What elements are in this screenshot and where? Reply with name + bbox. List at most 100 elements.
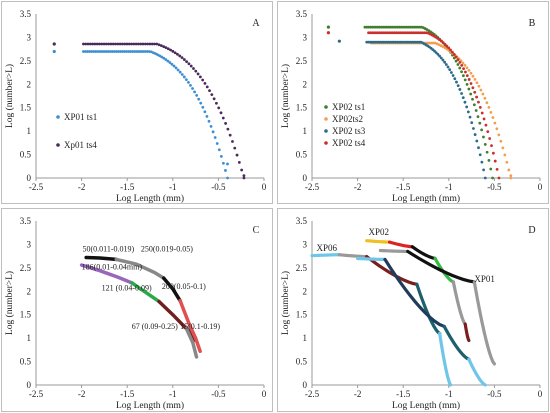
data-point — [94, 50, 98, 53]
data-point — [207, 119, 211, 123]
data-point — [491, 151, 495, 155]
x-tick-label: -0.5 — [487, 182, 502, 192]
data-point — [486, 130, 490, 134]
data-point — [482, 135, 485, 139]
data-point — [475, 95, 479, 99]
chart-b: 0 0.5 1 1.5 2 2.5 3 3.5 -2.5 -2 -1.5 -1 -0.5 0 Log Len… — [280, 9, 543, 203]
x-tick-label: 0 — [262, 182, 267, 192]
x-tick-label: 0 — [538, 182, 543, 192]
data-point — [156, 53, 159, 57]
series-annotation: 67 (0.09-0.25) — [132, 322, 178, 331]
y-tick-label: 3.5 — [20, 9, 32, 19]
data-point — [170, 62, 174, 66]
data-point — [326, 31, 331, 35]
data-point — [110, 50, 114, 53]
data-point — [146, 42, 150, 46]
data-point — [195, 94, 199, 97]
legend-marker — [56, 115, 60, 119]
data-point — [441, 58, 445, 62]
data-point — [187, 62, 191, 66]
data-point — [458, 61, 462, 64]
y-tick-label: 2.5 — [20, 56, 32, 66]
series-line — [84, 255, 119, 262]
data-point — [211, 130, 215, 134]
data-point — [106, 50, 110, 53]
data-point — [228, 133, 232, 137]
data-point — [452, 53, 456, 56]
series-annotation: 250(0.019-0.05) — [141, 244, 193, 253]
series-annotation: 200(0.05-0.1) — [162, 282, 206, 291]
data-point — [233, 146, 237, 150]
data-point — [187, 81, 190, 84]
series-segment — [378, 248, 410, 254]
data-point — [117, 50, 120, 53]
data-point — [480, 128, 484, 132]
data-point — [467, 78, 471, 81]
series-segment — [463, 322, 471, 343]
data-point — [476, 115, 480, 119]
data-point — [157, 43, 161, 47]
data-point — [135, 50, 139, 53]
data-point — [445, 44, 449, 48]
data-point — [215, 142, 219, 145]
data-point — [505, 160, 509, 164]
data-point — [462, 67, 465, 71]
y-axis-label: Log (number>L) — [4, 271, 15, 335]
data-point — [112, 50, 116, 53]
data-point — [497, 133, 501, 137]
x-axis-label: Log Length (mm) — [392, 400, 460, 411]
data-point — [463, 100, 467, 104]
y-tick-label: 1 — [303, 126, 308, 136]
data-point — [461, 61, 465, 65]
data-point — [139, 42, 143, 46]
panel-b: 0 0.5 1 1.5 2 2.5 3 3.5 -2.5 -2 -1.5 -1 -0.5 0 Log Len… — [277, 1, 549, 204]
data-point — [90, 50, 94, 53]
data-point — [224, 169, 227, 172]
data-point — [168, 61, 172, 64]
y-tick-label: 3.5 — [296, 216, 308, 226]
data-point — [473, 77, 477, 81]
data-point — [491, 176, 494, 180]
data-point — [509, 174, 513, 178]
data-point — [130, 42, 133, 46]
data-point — [143, 42, 147, 46]
x-tick-label: -2 — [354, 389, 362, 399]
panel-d: 0 0.5 1 1.5 2 2.5 3 3.5 -2.5 -2 -1.5 -1 -0.5 0 Log Len… — [277, 208, 549, 412]
data-point — [176, 68, 180, 72]
data-point — [443, 42, 447, 46]
legend-marker — [324, 129, 328, 133]
panel-label: C — [253, 225, 260, 236]
chart-a: 0 0.5 1 1.5 2 2.5 3 3.5 -2.5 -2 -1.5 -1 -0.5 0 Log Len… — [4, 9, 267, 203]
data-point — [482, 117, 486, 121]
data-point — [448, 68, 452, 72]
data-point — [162, 45, 166, 48]
data-point — [114, 42, 117, 46]
data-point — [454, 55, 458, 59]
chart-d: 0 0.5 1 1.5 2 2.5 3 3.5 -2.5 -2 -1.5 -1 -0.5 0 Log Len… — [280, 216, 543, 411]
data-point — [125, 42, 129, 46]
data-point — [93, 42, 97, 46]
data-point — [454, 59, 458, 63]
data-point — [133, 50, 137, 53]
data-point — [458, 88, 462, 91]
data-point — [456, 84, 460, 88]
data-point — [121, 42, 124, 46]
x-tick-label: 0 — [538, 389, 543, 399]
data-point — [88, 50, 91, 53]
series-segment — [356, 256, 387, 262]
y-tick-label: 2.5 — [296, 263, 308, 273]
data-point — [491, 116, 495, 119]
data-point — [210, 93, 214, 97]
data-point — [455, 80, 458, 84]
data-point — [471, 97, 474, 101]
x-tick-label: -2 — [78, 389, 86, 399]
data-point — [493, 159, 497, 163]
data-point — [471, 74, 475, 78]
panel-label: A — [252, 18, 260, 29]
series-line — [114, 257, 166, 280]
data-point — [91, 42, 94, 46]
data-point — [226, 176, 229, 180]
y-tick-label: 2 — [303, 286, 308, 296]
data-point — [481, 92, 485, 96]
data-point — [134, 42, 138, 46]
